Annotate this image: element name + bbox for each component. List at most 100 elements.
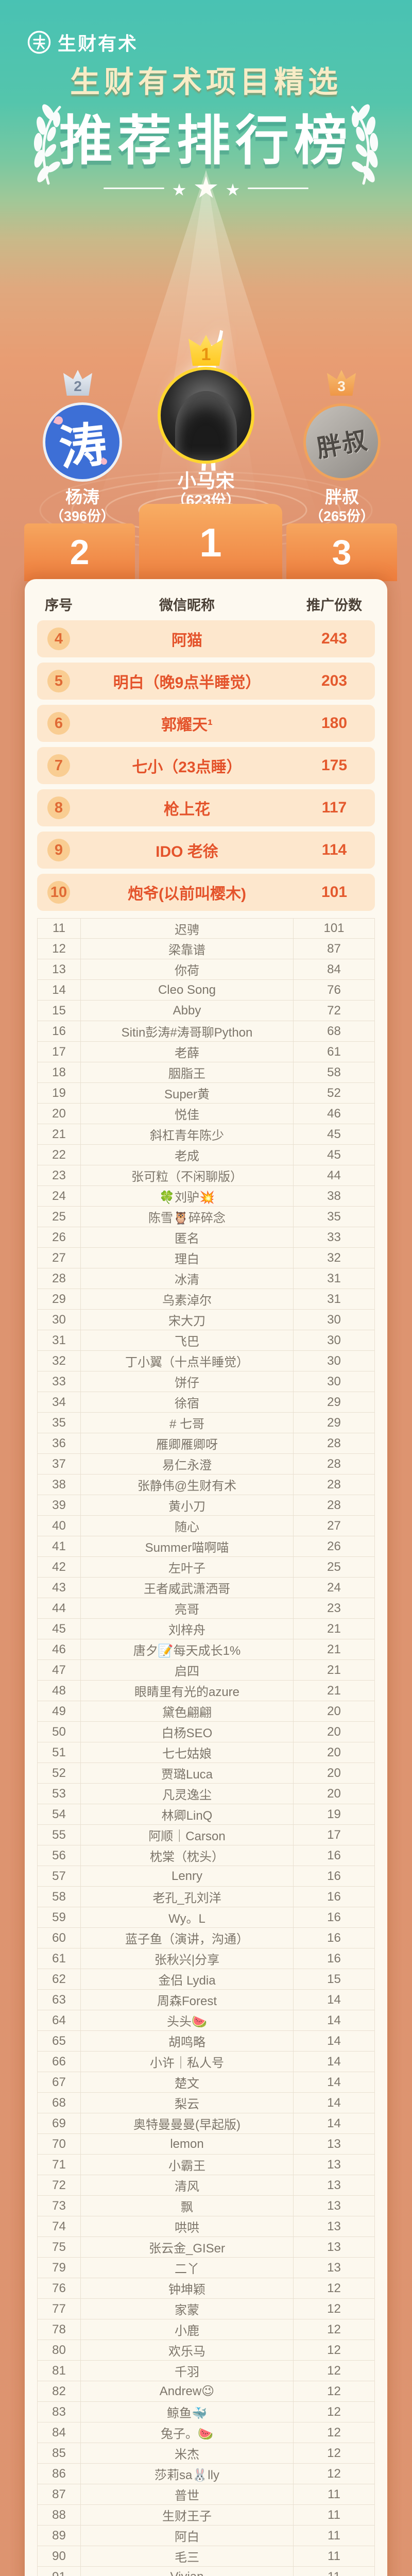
table-row: 43 王者威武潇洒哥 24 bbox=[37, 1578, 375, 1598]
nickname-cell: Vivian bbox=[81, 2567, 293, 2576]
rank-cell: 50 bbox=[38, 1722, 81, 1742]
avatar-text: 胖叔 bbox=[315, 427, 370, 463]
count-cell: 12 bbox=[293, 2319, 374, 2340]
nickname-cell: Wy。L bbox=[168, 1912, 205, 1926]
rank-cell: 47 bbox=[38, 1660, 81, 1680]
count-cell: 20 bbox=[293, 1742, 374, 1762]
rank-badge: 4 bbox=[47, 628, 70, 650]
rank-cell: 32 bbox=[38, 1351, 81, 1371]
rank-cell: 85 bbox=[38, 2443, 81, 2463]
nickname-cell: 黄小刀 bbox=[168, 1500, 205, 1514]
table-row: 23 张可粒（不闲聊版） 44 bbox=[37, 1165, 375, 1186]
page-subtitle: 推荐排行榜 bbox=[59, 111, 353, 171]
nickname-cell: 家蒙 bbox=[175, 2303, 199, 2317]
table-row: 40 随心 27 bbox=[37, 1516, 375, 1536]
rank-cell: 7 bbox=[37, 754, 80, 777]
table-row: 31 飞巴 30 bbox=[37, 1330, 375, 1351]
nickname-cell: 郭耀天¹ bbox=[161, 717, 213, 734]
rank-cell: 72 bbox=[38, 2175, 81, 2195]
nickname-cell: 七七姑娘 bbox=[162, 1747, 212, 1761]
count-cell: 175 bbox=[321, 757, 348, 774]
rank-cell: 58 bbox=[38, 1887, 81, 1907]
count-cell: 13 bbox=[293, 2134, 374, 2154]
nickname-cell: 普世 bbox=[175, 2489, 199, 2503]
table-row: 75 张云金_GISer 13 bbox=[37, 2237, 375, 2258]
table-row: 54 林卿LinQ 19 bbox=[37, 1804, 375, 1825]
star-icon bbox=[173, 183, 186, 196]
table-row: 83 鲸鱼🐳 12 bbox=[37, 2402, 375, 2422]
table-row: 86 莎莉sa🐰lly 12 bbox=[37, 2464, 375, 2484]
nickname-cell: Summer喵啊喵 bbox=[145, 1541, 229, 1555]
rank-cell: 30 bbox=[38, 1310, 81, 1330]
laurel-right-icon bbox=[351, 104, 379, 185]
count-cell: 16 bbox=[293, 1907, 374, 1927]
nickname-cell: 启四 bbox=[175, 1665, 199, 1679]
table-row: 81 千羽 12 bbox=[37, 2361, 375, 2381]
rank-cell: 49 bbox=[38, 1701, 81, 1721]
header-brand: 生财有术 bbox=[27, 29, 138, 56]
table-row: 30 宋大刀 30 bbox=[37, 1310, 375, 1330]
nickname-cell: 飞巴 bbox=[175, 1335, 199, 1349]
table-row: 42 左叶子 25 bbox=[37, 1557, 375, 1578]
crown-rank: 3 bbox=[337, 378, 346, 394]
rank-cell: 11 bbox=[38, 919, 81, 938]
bronze-crown-icon: 3 bbox=[327, 370, 356, 396]
count-cell: 72 bbox=[293, 1001, 374, 1021]
count-cell: 29 bbox=[293, 1392, 374, 1412]
count-cell: 243 bbox=[321, 630, 348, 647]
count-cell: 35 bbox=[293, 1207, 374, 1227]
rank-cell: 25 bbox=[38, 1207, 81, 1227]
first-place-name: 小马宋 bbox=[177, 470, 235, 492]
nickname-cell: 老薛 bbox=[175, 1046, 199, 1060]
count-cell: 16 bbox=[293, 1866, 374, 1886]
rank-cell: 21 bbox=[38, 1124, 81, 1144]
nickname-cell: 唐夕📝每天成长1% bbox=[133, 1644, 241, 1658]
rank-cell: 8 bbox=[37, 796, 80, 819]
rank-cell: 40 bbox=[38, 1516, 81, 1536]
count-cell: 11 bbox=[293, 2567, 374, 2576]
nickname-cell: 奥特曼曼曼(早起版) bbox=[133, 2118, 241, 2132]
nickname-cell: # 七哥 bbox=[169, 1417, 204, 1431]
table-row: 66 小许｜私人号 14 bbox=[37, 2052, 375, 2072]
top-row: 5 明白（晚9点半睡觉） 203 bbox=[37, 663, 375, 700]
nickname-cell: 鲸鱼🐳 bbox=[167, 2406, 207, 2420]
table-row: 15 Abby 72 bbox=[37, 1001, 375, 1021]
nickname-cell: 左叶子 bbox=[168, 1562, 205, 1575]
avatar-text: 涛 bbox=[56, 417, 109, 475]
count-cell: 30 bbox=[293, 1351, 374, 1371]
nickname-cell: 徐宿 bbox=[175, 1397, 199, 1411]
count-cell: 16 bbox=[293, 1928, 374, 1948]
rank-cell: 63 bbox=[38, 1990, 81, 2010]
podium-step-3: 3 bbox=[286, 523, 397, 581]
count-cell: 14 bbox=[293, 2113, 374, 2133]
table-row: 53 凡灵逸尘 20 bbox=[37, 1784, 375, 1804]
table-row: 69 奥特曼曼曼(早起版) 14 bbox=[37, 2113, 375, 2134]
top-row: 4 阿猫 243 bbox=[37, 620, 375, 657]
rank-cell: 22 bbox=[38, 1145, 81, 1165]
third-place-name: 胖叔 bbox=[325, 487, 359, 506]
rank-cell: 82 bbox=[38, 2381, 81, 2401]
count-cell: 12 bbox=[293, 2340, 374, 2360]
rank-cell: 4 bbox=[37, 628, 80, 650]
nickname-cell: 老成 bbox=[175, 1149, 199, 1163]
nickname-cell: 乌素淖尔 bbox=[162, 1294, 212, 1308]
nickname-cell: 迟骋 bbox=[175, 923, 199, 937]
nickname-cell: 明白（晚9点半睡觉） bbox=[113, 674, 261, 691]
crown-rank: 1 bbox=[201, 345, 211, 364]
count-cell: 14 bbox=[293, 2072, 374, 2092]
nickname-cell: 枪上花 bbox=[164, 801, 210, 818]
table-row: 78 小鹿 12 bbox=[37, 2319, 375, 2340]
count-cell: 20 bbox=[293, 1722, 374, 1742]
table-row: 41 Summer喵啊喵 26 bbox=[37, 1536, 375, 1557]
rank-cell: 6 bbox=[37, 712, 80, 735]
rank-cell: 77 bbox=[38, 2299, 81, 2319]
rank-cell: 34 bbox=[38, 1392, 81, 1412]
rank-badge: 5 bbox=[47, 670, 70, 692]
count-cell: 12 bbox=[293, 2361, 374, 2381]
table-row: 64 头头🍉 14 bbox=[37, 2010, 375, 2031]
rank-cell: 45 bbox=[38, 1619, 81, 1639]
rank-cell: 41 bbox=[38, 1536, 81, 1556]
nickname-cell: 阿猫 bbox=[171, 632, 202, 649]
count-cell: 12 bbox=[293, 2402, 374, 2422]
table-row: 77 家蒙 12 bbox=[37, 2299, 375, 2319]
